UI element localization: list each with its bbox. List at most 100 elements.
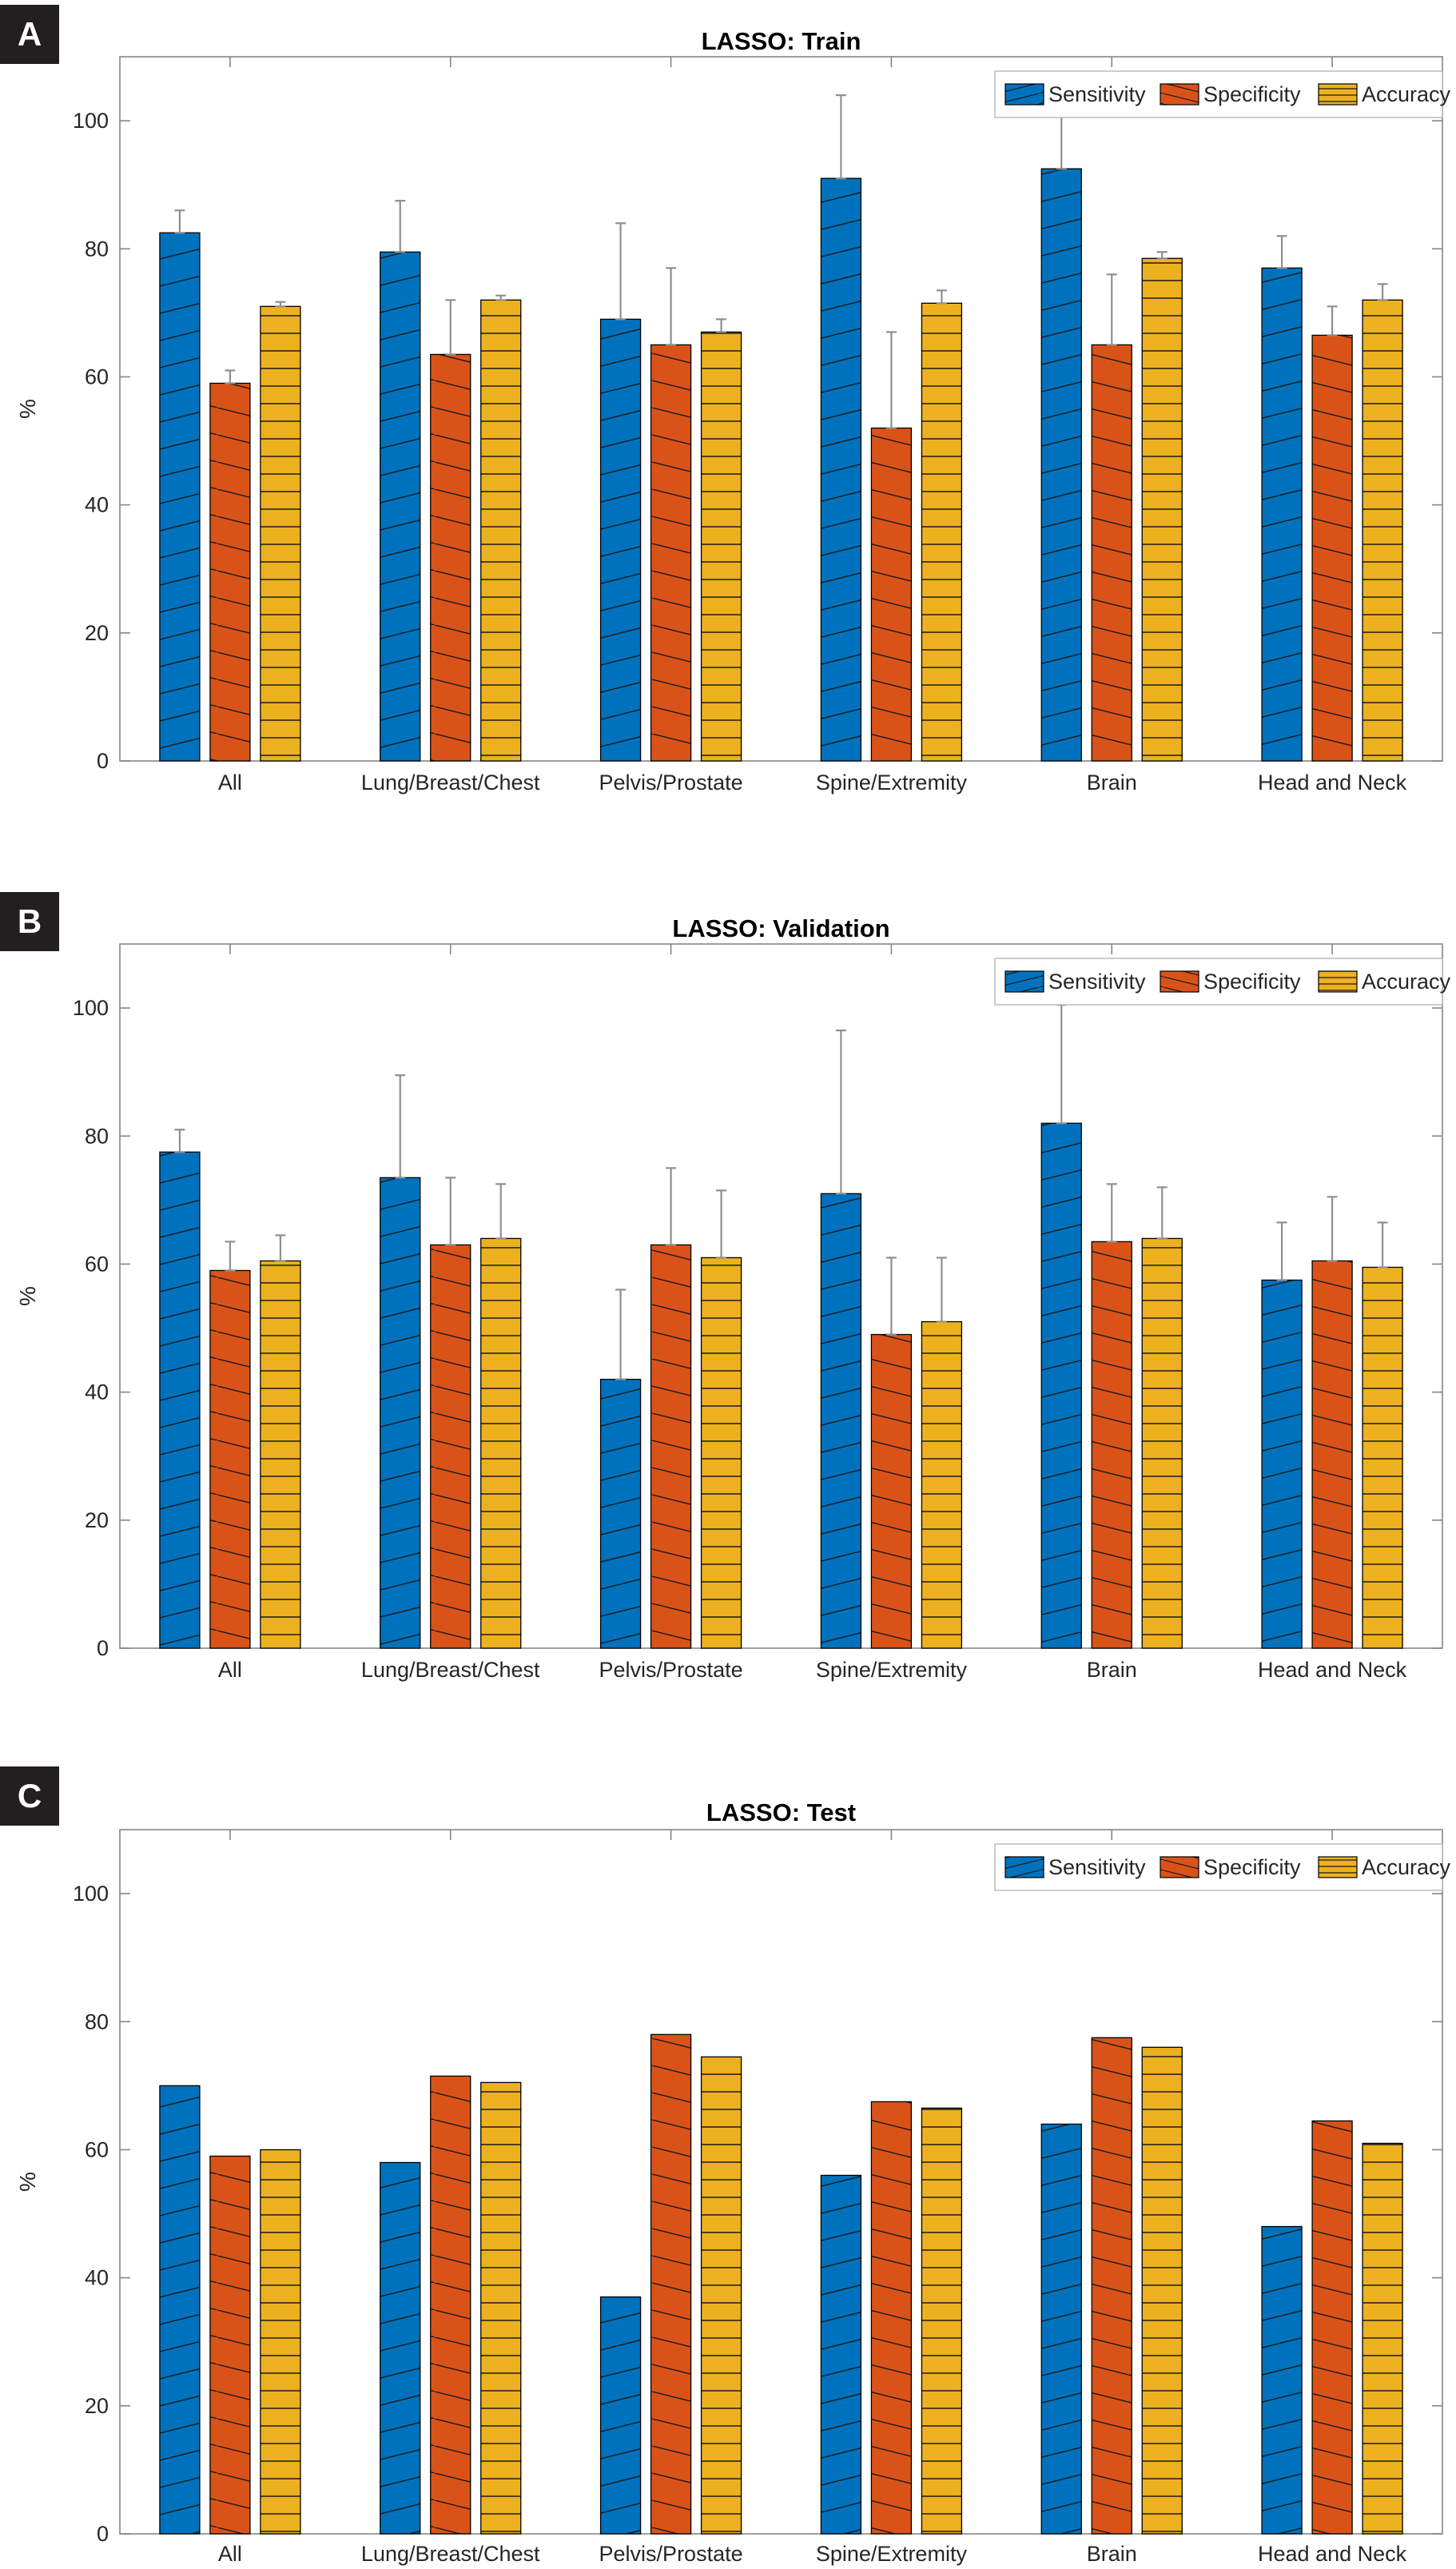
legend-swatch-specificity: [1160, 83, 1199, 106]
bar-specificity-3: [870, 427, 913, 762]
error-bar: [835, 1030, 846, 1195]
y-tick-label: 0: [97, 749, 109, 773]
legend: Sensitivity Specificity Accuracy: [994, 958, 1451, 1006]
y-tick-label: 20: [85, 1508, 109, 1532]
category-label: Pelvis/Prostate: [599, 771, 743, 795]
legend-label-accuracy: Accuracy: [1362, 1855, 1451, 1879]
category-label: Brain: [1087, 1658, 1137, 1682]
bar-sensitivity-1: [380, 1177, 421, 1649]
y-tick-label: 0: [97, 2522, 109, 2546]
y-tick-label: 0: [97, 1636, 109, 1660]
error-bar: [174, 1129, 185, 1153]
legend-box: [994, 70, 1443, 118]
bar-specificity-3: [870, 1333, 913, 1649]
error-bar: [1156, 1186, 1168, 1240]
error-bar: [1056, 1003, 1067, 1125]
chart-panel-1: 0 20 40 60 80 100% All Lung/Breast/Chest Pelvis/…: [15, 943, 1451, 1682]
bar-specificity-1: [430, 2075, 471, 2535]
bar-sensitivity-1: [380, 2161, 421, 2535]
bar-accuracy-4: [1141, 1237, 1183, 1649]
bar-sensitivity-3: [820, 177, 862, 762]
error-bar: [936, 289, 947, 305]
panel-label-c: C: [0, 1766, 59, 1826]
y-tick-label: 60: [85, 2137, 109, 2161]
error-bar: [666, 267, 677, 346]
category-label: Spine/Extremity: [816, 771, 968, 795]
bar-accuracy-0: [260, 1260, 301, 1649]
bar-specificity-2: [650, 1244, 692, 1649]
category-label: Spine/Extremity: [816, 1658, 968, 1682]
legend-box: [994, 958, 1443, 1006]
bar-sensitivity-2: [599, 2296, 642, 2535]
error-bar: [1276, 1221, 1287, 1281]
error-bar: [885, 331, 897, 429]
bar-specificity-0: [209, 382, 251, 762]
category-label: Head and Neck: [1258, 1658, 1407, 1682]
legend-swatch-accuracy: [1318, 83, 1358, 106]
bar-sensitivity-4: [1040, 1122, 1082, 1649]
legend-swatch-accuracy: [1318, 1856, 1358, 1878]
y-tick-label: 100: [73, 1882, 109, 1906]
panel-label-a: A: [0, 5, 59, 64]
bar-specificity-2: [650, 2033, 692, 2535]
category-label: All: [218, 771, 242, 795]
bar-accuracy-2: [700, 2056, 742, 2535]
bar-accuracy-1: [480, 2081, 522, 2535]
bar-sensitivity-0: [159, 232, 201, 762]
y-axis-label: %: [15, 2172, 40, 2192]
bar-accuracy-5: [1362, 1266, 1403, 1649]
error-bar: [1377, 283, 1388, 301]
legend-label-specificity: Specificity: [1203, 1855, 1301, 1879]
y-tick-label: 80: [85, 237, 109, 261]
legend-swatch-specificity: [1160, 970, 1199, 993]
bar-accuracy-1: [480, 299, 522, 762]
error-bar: [1327, 305, 1338, 337]
bar-accuracy-5: [1362, 2142, 1403, 2535]
bar-specificity-5: [1311, 334, 1353, 762]
legend: Sensitivity Specificity Accuracy: [994, 1843, 1451, 1891]
chart-title-test: LASSO: Test: [706, 1798, 857, 1826]
category-label: Lung/Breast/Chest: [361, 1658, 540, 1682]
error-bar: [225, 1241, 236, 1272]
bar-specificity-0: [209, 2155, 251, 2535]
y-tick-label: 100: [73, 109, 109, 133]
legend-box: [994, 1843, 1443, 1891]
y-tick-label: 60: [85, 364, 109, 388]
bar-specificity-1: [430, 1244, 471, 1649]
axes-box: [119, 56, 1443, 762]
y-tick-label: 20: [85, 621, 109, 645]
bar-specificity-4: [1091, 2037, 1132, 2535]
legend-label-specificity: Specificity: [1203, 82, 1301, 106]
y-tick-label: 40: [85, 1380, 109, 1404]
legend: Sensitivity Specificity Accuracy: [994, 70, 1451, 118]
category-label: Head and Neck: [1258, 771, 1407, 795]
category-label: Pelvis/Prostate: [599, 1658, 743, 1682]
bar-specificity-2: [650, 344, 692, 762]
legend-label-accuracy: Accuracy: [1362, 970, 1451, 994]
bar-specificity-0: [209, 1269, 251, 1649]
chart-panel-2: 0 20 40 60 80 100% All Lung/Breast/Chest Pelvis/…: [15, 1829, 1451, 2566]
bar-specificity-1: [430, 353, 471, 762]
category-label: All: [218, 2542, 242, 2566]
bar-sensitivity-3: [820, 2174, 862, 2535]
y-tick-label: 80: [85, 1124, 109, 1148]
category-label: Head and Neck: [1258, 2542, 1407, 2566]
chart-title-validation: LASSO: Validation: [672, 914, 890, 942]
bar-accuracy-0: [260, 305, 301, 762]
error-bar: [716, 318, 727, 333]
bar-sensitivity-3: [820, 1193, 862, 1649]
bar-sensitivity-1: [380, 251, 421, 762]
error-bar: [225, 369, 236, 384]
error-bar: [936, 1257, 947, 1323]
bar-accuracy-2: [700, 1257, 742, 1649]
bar-specificity-3: [870, 2101, 913, 2535]
category-label: Spine/Extremity: [816, 2542, 968, 2566]
error-bar: [445, 299, 456, 356]
error-bar: [1106, 273, 1117, 346]
error-bar: [835, 94, 846, 180]
y-tick-label: 20: [85, 2394, 109, 2418]
y-axis-label: %: [15, 1286, 40, 1306]
bar-sensitivity-5: [1261, 2225, 1303, 2535]
error-bar: [716, 1189, 727, 1259]
bar-sensitivity-0: [159, 1151, 201, 1649]
